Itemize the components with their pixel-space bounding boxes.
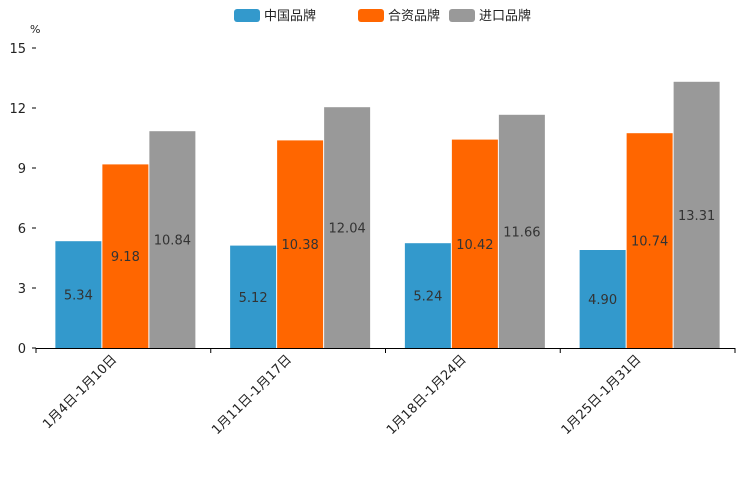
legend-swatch-2[interactable] <box>449 9 475 22</box>
x-tick-label-0: 1月4日-1月10日 <box>40 352 120 432</box>
bar-0-0[interactable] <box>55 241 102 348</box>
x-axis: 1月4日-1月10日 1月11日-1月17日 1月18日-1月24日 1月25日-1月… <box>35 348 736 438</box>
legend-swatch-0[interactable] <box>234 9 260 22</box>
data-label-2-2: 11.66 <box>503 225 540 240</box>
data-label-0-2: 5.24 <box>413 290 442 305</box>
x-tick-label-2: 1月18日-1月24日 <box>384 352 470 438</box>
data-label-0-0: 5.34 <box>64 289 93 304</box>
y-tick-label-4: 12 <box>9 102 26 117</box>
data-label-0-3: 4.90 <box>588 293 617 308</box>
y-axis: 0 3 6 9 12 15 <box>9 42 36 357</box>
legend-label-0[interactable]: 中国品牌 <box>264 8 316 24</box>
legend-swatch-1[interactable] <box>358 9 384 22</box>
data-label-2-3: 13.31 <box>678 209 715 224</box>
bar-0-1[interactable] <box>230 245 277 348</box>
bar-2-0[interactable] <box>149 131 196 348</box>
bar-2-1[interactable] <box>324 107 371 348</box>
bars <box>55 81 720 349</box>
bar-0-3[interactable] <box>579 250 626 348</box>
data-label-1-1: 10.38 <box>282 238 319 253</box>
data-label-2-1: 12.04 <box>329 222 366 237</box>
y-tick-label-5: 15 <box>9 42 26 57</box>
bar-1-2[interactable] <box>451 139 498 348</box>
data-labels: 5.34 9.18 10.84 5.12 10.38 12.04 5.24 10.42 11.6… <box>64 209 715 308</box>
x-tick-label-3: 1月25日-1月31日 <box>559 352 645 438</box>
y-tick-label-0: 0 <box>18 342 26 357</box>
bar-0-2[interactable] <box>404 243 451 348</box>
data-label-2-0: 10.84 <box>154 234 191 249</box>
data-label-1-2: 10.42 <box>456 238 493 253</box>
bar-1-3[interactable] <box>626 133 673 348</box>
data-label-1-3: 10.74 <box>631 235 668 250</box>
y-tick-label-1: 3 <box>18 282 26 297</box>
bar-1-0[interactable] <box>102 164 149 348</box>
data-label-0-1: 5.12 <box>239 291 268 306</box>
x-tick-label-1: 1月11日-1月17日 <box>209 352 295 438</box>
bar-2-3[interactable] <box>673 81 720 349</box>
data-label-1-0: 9.18 <box>111 250 140 265</box>
y-tick-label-2: 6 <box>18 222 26 237</box>
bar-2-2[interactable] <box>498 114 545 348</box>
y-axis-unit-label: % <box>30 23 40 36</box>
bar-1-1[interactable] <box>277 140 324 348</box>
legend: 中国品牌 合资品牌 进口品牌 <box>234 8 531 24</box>
y-tick-label-3: 9 <box>18 162 26 177</box>
legend-label-2[interactable]: 进口品牌 <box>479 8 531 24</box>
legend-label-1[interactable]: 合资品牌 <box>388 8 440 24</box>
